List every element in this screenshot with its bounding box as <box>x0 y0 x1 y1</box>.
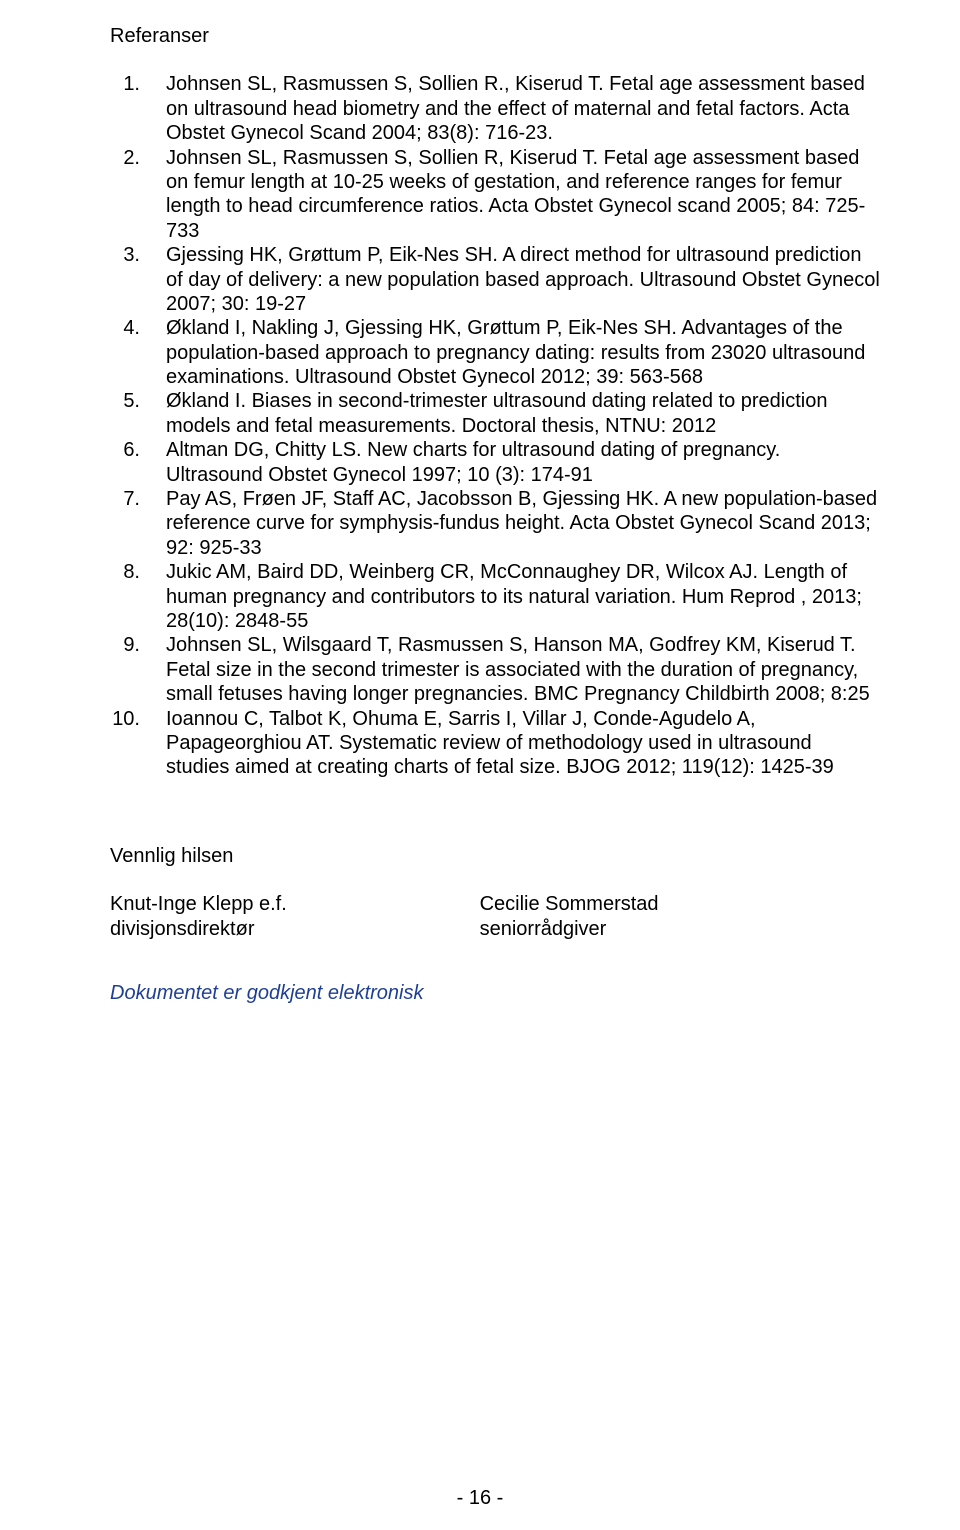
reference-text: Altman DG, Chitty LS. New charts for ult… <box>166 438 880 487</box>
closing-salutation: Vennlig hilsen <box>110 844 880 868</box>
reference-number: 4. <box>110 316 166 389</box>
reference-number: 2. <box>110 146 166 244</box>
reference-number: 8. <box>110 560 166 633</box>
reference-number: 1. <box>110 72 166 145</box>
reference-item: 4.Økland I, Nakling J, Gjessing HK, Grøt… <box>110 316 880 389</box>
signer-left-name: Knut-Inge Klepp e.f. <box>110 892 480 916</box>
closing-section: Vennlig hilsen Knut-Inge Klepp e.f. divi… <box>110 844 880 1006</box>
reference-number: 7. <box>110 487 166 560</box>
reference-text: Pay AS, Frøen JF, Staff AC, Jacobsson B,… <box>166 487 880 560</box>
reference-text: Johnsen SL, Rasmussen S, Sollien R, Kise… <box>166 146 880 244</box>
reference-text: Ioannou C, Talbot K, Ohuma E, Sarris I, … <box>166 707 880 780</box>
signature-left: Knut-Inge Klepp e.f. divisjonsdirektør <box>110 892 480 941</box>
page-number: - 16 - <box>0 1486 960 1510</box>
reference-number: 9. <box>110 633 166 706</box>
reference-item: 1.Johnsen SL, Rasmussen S, Sollien R., K… <box>110 72 880 145</box>
signer-right-title: seniorrådgiver <box>480 917 880 941</box>
reference-list: 1.Johnsen SL, Rasmussen S, Sollien R., K… <box>110 72 880 779</box>
reference-text: Økland I, Nakling J, Gjessing HK, Grøttu… <box>166 316 880 389</box>
reference-number: 10. <box>110 707 166 780</box>
reference-item: 5.Økland I. Biases in second-trimester u… <box>110 389 880 438</box>
reference-text: Johnsen SL, Wilsgaard T, Rasmussen S, Ha… <box>166 633 880 706</box>
reference-text: Johnsen SL, Rasmussen S, Sollien R., Kis… <box>166 72 880 145</box>
reference-number: 5. <box>110 389 166 438</box>
reference-text: Gjessing HK, Grøttum P, Eik-Nes SH. A di… <box>166 243 880 316</box>
reference-item: 10.Ioannou C, Talbot K, Ohuma E, Sarris … <box>110 707 880 780</box>
signer-right-name: Cecilie Sommerstad <box>480 892 880 916</box>
references-heading: Referanser <box>110 24 880 48</box>
reference-item: 8.Jukic AM, Baird DD, Weinberg CR, McCon… <box>110 560 880 633</box>
reference-item: 7.Pay AS, Frøen JF, Staff AC, Jacobsson … <box>110 487 880 560</box>
reference-number: 3. <box>110 243 166 316</box>
reference-item: 9.Johnsen SL, Wilsgaard T, Rasmussen S, … <box>110 633 880 706</box>
reference-number: 6. <box>110 438 166 487</box>
signature-row: Knut-Inge Klepp e.f. divisjonsdirektør C… <box>110 892 880 941</box>
reference-item: 2.Johnsen SL, Rasmussen S, Sollien R, Ki… <box>110 146 880 244</box>
reference-text: Økland I. Biases in second-trimester ult… <box>166 389 880 438</box>
signature-right: Cecilie Sommerstad seniorrådgiver <box>480 892 880 941</box>
signer-left-title: divisjonsdirektør <box>110 917 480 941</box>
electronic-approval-note: Dokumentet er godkjent elektronisk <box>110 981 880 1005</box>
document-page: Referanser 1.Johnsen SL, Rasmussen S, So… <box>0 0 960 1530</box>
reference-item: 3.Gjessing HK, Grøttum P, Eik-Nes SH. A … <box>110 243 880 316</box>
reference-text: Jukic AM, Baird DD, Weinberg CR, McConna… <box>166 560 880 633</box>
reference-item: 6.Altman DG, Chitty LS. New charts for u… <box>110 438 880 487</box>
